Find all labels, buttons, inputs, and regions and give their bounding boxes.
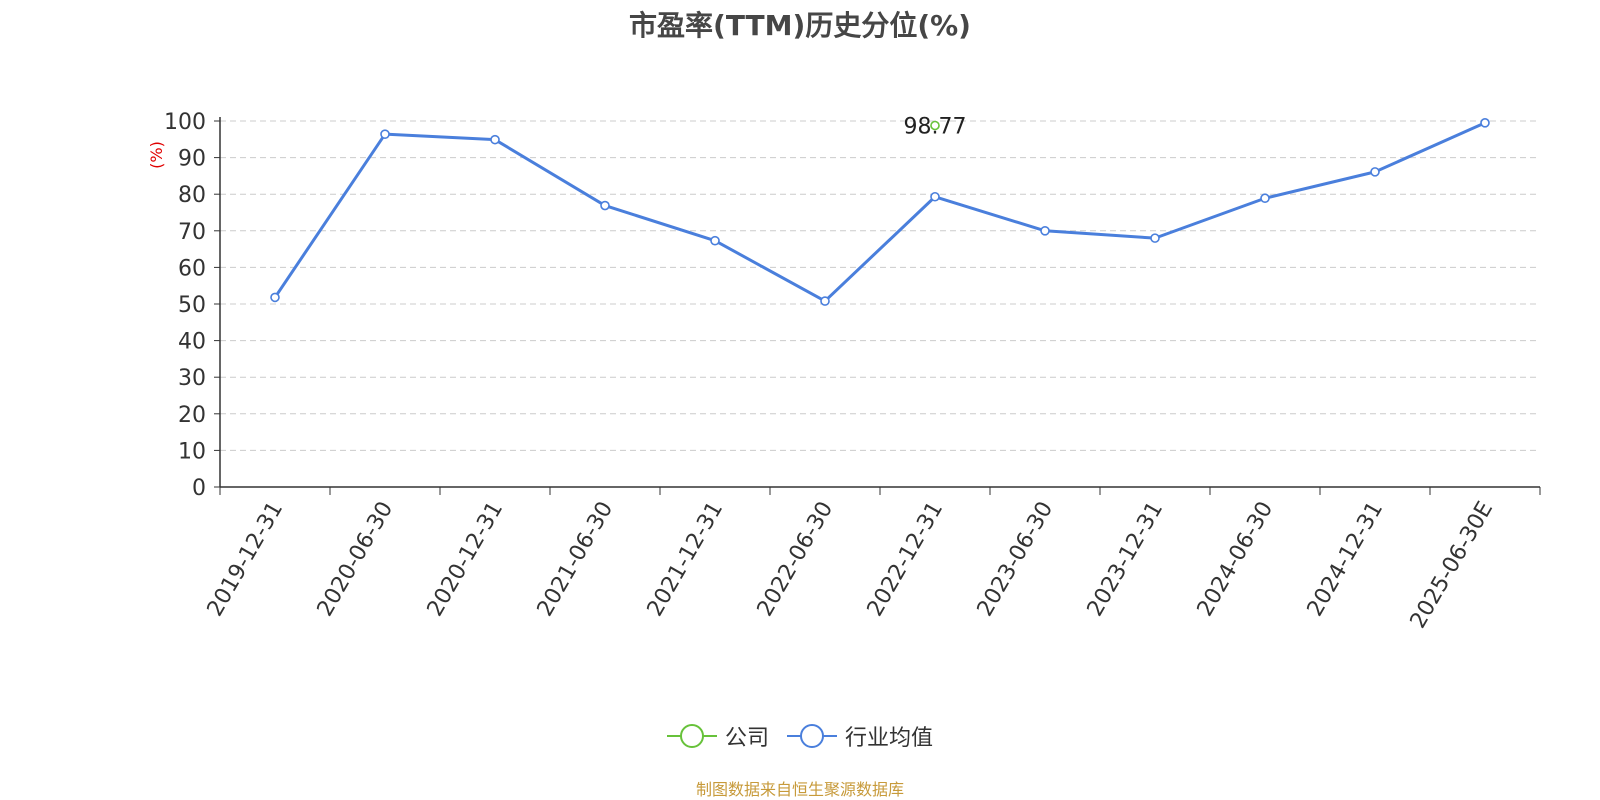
x-tick-label: 2019-12-31 xyxy=(203,498,289,621)
data-point xyxy=(1260,193,1270,204)
data-point xyxy=(490,134,500,145)
source-note: 制图数据来自恒生聚源数据库 xyxy=(695,780,904,799)
grid-lines xyxy=(220,120,1540,451)
data-point xyxy=(1040,226,1050,236)
data-point xyxy=(1370,167,1380,177)
legend-marker-icon xyxy=(787,724,837,748)
y-tick-label: 60 xyxy=(178,256,206,281)
y-tick-label: 50 xyxy=(178,293,206,318)
x-tick-label: 2025-06-30E xyxy=(1406,498,1499,633)
x-tick-label: 2022-12-31 xyxy=(863,498,949,621)
data-point xyxy=(930,120,940,131)
y-tick-label: 40 xyxy=(178,330,206,355)
data-label: 98.77 xyxy=(904,115,967,140)
data-point xyxy=(1480,118,1490,128)
x-tick-label: 2023-06-30 xyxy=(973,498,1059,621)
legend-marker-icon xyxy=(666,724,717,748)
x-tick-label: 2023-12-31 xyxy=(1083,498,1169,621)
data-point xyxy=(710,235,720,246)
data-point xyxy=(600,200,610,211)
x-tick-label: 2024-06-30 xyxy=(1193,498,1279,621)
data-point xyxy=(380,129,390,139)
y-tick-label: 90 xyxy=(178,147,206,172)
y-tick-label: 70 xyxy=(178,220,206,245)
data-point xyxy=(820,296,830,306)
data-point xyxy=(930,191,940,202)
x-tick-label: 2020-12-31 xyxy=(423,498,509,621)
legend-item[interactable]: 行业均值 xyxy=(787,720,933,752)
x-tick-label: 2022-06-30 xyxy=(753,498,839,621)
series-line xyxy=(273,121,1486,303)
series xyxy=(270,118,1490,306)
y-tick-label: 30 xyxy=(178,366,206,391)
y-tick-label: 80 xyxy=(178,183,206,208)
legend-item[interactable]: 公司 xyxy=(666,720,769,752)
legend-label: 行业均值 xyxy=(845,726,934,751)
data-point xyxy=(270,292,280,303)
x-tick-label: 2024-12-31 xyxy=(1303,498,1389,621)
y-axis-label: (%) xyxy=(147,141,166,169)
axes: 0 10 20 30 40 50 60 70 80 90 100 (%) 2019-12-31 2020-… xyxy=(147,110,1541,633)
legend-label: 公司 xyxy=(724,726,769,751)
x-tick-label: 2021-12-31 xyxy=(643,498,729,621)
y-tick-label: 100 xyxy=(164,110,206,135)
data-point xyxy=(1150,233,1160,243)
y-tick-label: 10 xyxy=(178,439,206,464)
y-tick-label: 0 xyxy=(192,476,206,501)
data-labels: 98.77 xyxy=(904,115,967,140)
x-tick-label: 2020-06-30 xyxy=(313,498,399,621)
legend: 公司 行业均值 xyxy=(0,720,1600,752)
x-tick-label: 2021-06-30 xyxy=(533,498,619,621)
y-tick-label: 20 xyxy=(178,403,206,428)
chart-title: 市盈率(TTM)历史分位(%) xyxy=(629,9,971,42)
